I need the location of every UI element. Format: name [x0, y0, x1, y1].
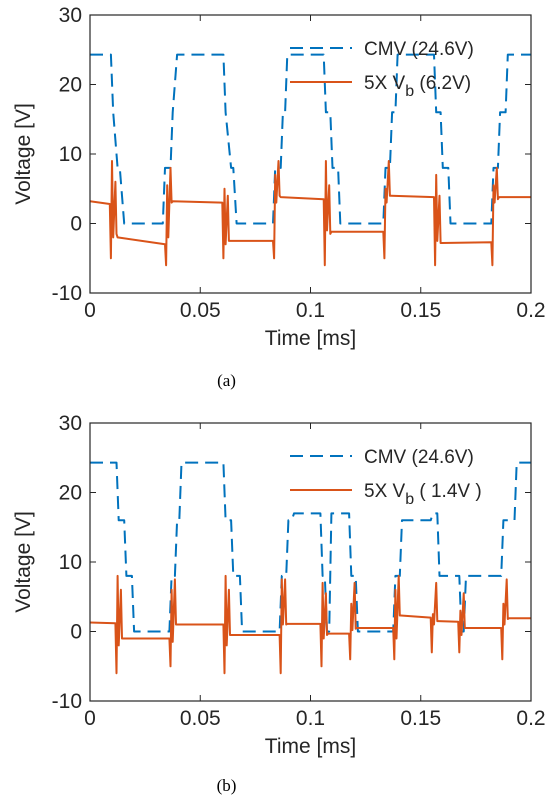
y-tick-label: -10: [52, 690, 82, 713]
x-tick-label: 0.1: [296, 299, 325, 322]
y-tick-label: 10: [59, 551, 82, 574]
legend-label-vb: 5X Vb (6.2V): [364, 73, 471, 100]
x-tick-label: 0: [84, 299, 96, 322]
x-axis-title: Time [ms]: [265, 327, 356, 350]
vb-series-line: [89, 574, 531, 675]
y-axis-title: Voltage [V]: [12, 511, 35, 613]
legend-label-cmv: CMV (24.6V): [364, 39, 474, 60]
y-tick-label: 20: [59, 482, 82, 505]
y-tick-label: 30: [59, 4, 82, 27]
cmv-series-line: [90, 53, 531, 225]
legend-label-cmv: CMV (24.6V): [364, 447, 474, 468]
y-tick-label: 0: [70, 621, 82, 644]
cmv-series-line: [90, 461, 531, 633]
legend-label-vb: 5X Vb ( 1.4V ): [364, 481, 482, 508]
vb-series-line: [89, 160, 531, 267]
y-tick-label: 10: [59, 143, 82, 166]
figure-caption: (a): [217, 371, 236, 390]
y-tick-label: -10: [52, 282, 82, 305]
x-tick-label: 0.2: [516, 707, 545, 730]
x-axis-title: Time [ms]: [265, 735, 356, 758]
figure-caption: (b): [217, 776, 237, 795]
x-tick-label: 0.05: [180, 707, 221, 730]
x-tick-label: 0.15: [400, 707, 441, 730]
y-tick-label: 30: [59, 412, 82, 435]
x-tick-label: 0.1: [296, 707, 325, 730]
y-axis-title: Voltage [V]: [12, 103, 35, 205]
x-tick-label: 0.05: [180, 299, 221, 322]
x-tick-label: 0.15: [400, 299, 441, 322]
y-tick-label: 20: [59, 74, 82, 97]
x-tick-label: 0.2: [516, 299, 545, 322]
x-tick-label: 0: [84, 707, 96, 730]
y-tick-label: 0: [70, 213, 82, 236]
